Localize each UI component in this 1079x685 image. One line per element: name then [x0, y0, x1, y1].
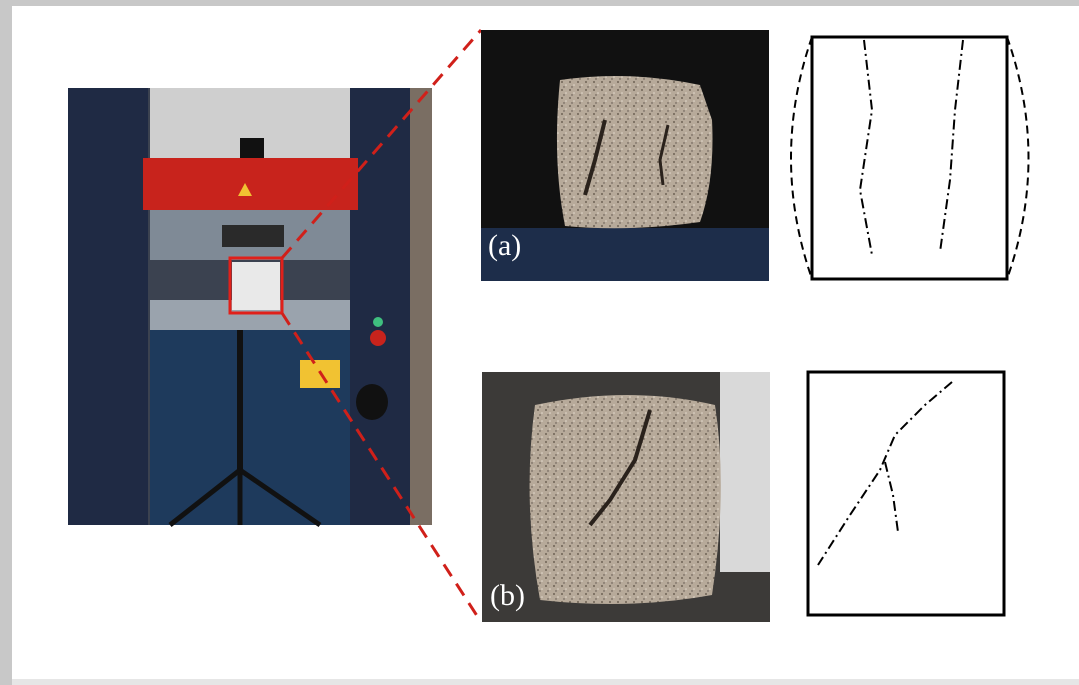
- figure: (a) (b): [0, 0, 1079, 685]
- specimen-photo-a: (a): [481, 30, 769, 281]
- panel-label: (b): [490, 579, 525, 612]
- frame-top: [0, 0, 1079, 6]
- specimen-photo-b: (b): [482, 372, 770, 622]
- crack-sketch-b: [808, 372, 1004, 615]
- frame-left: [0, 0, 12, 685]
- crack-sketch-a: [791, 37, 1029, 279]
- frame-bottom: [12, 679, 1079, 685]
- page: (a) (b) (() => { const data = JSON.parse…: [0, 0, 1079, 685]
- panel-label: (a): [488, 229, 521, 262]
